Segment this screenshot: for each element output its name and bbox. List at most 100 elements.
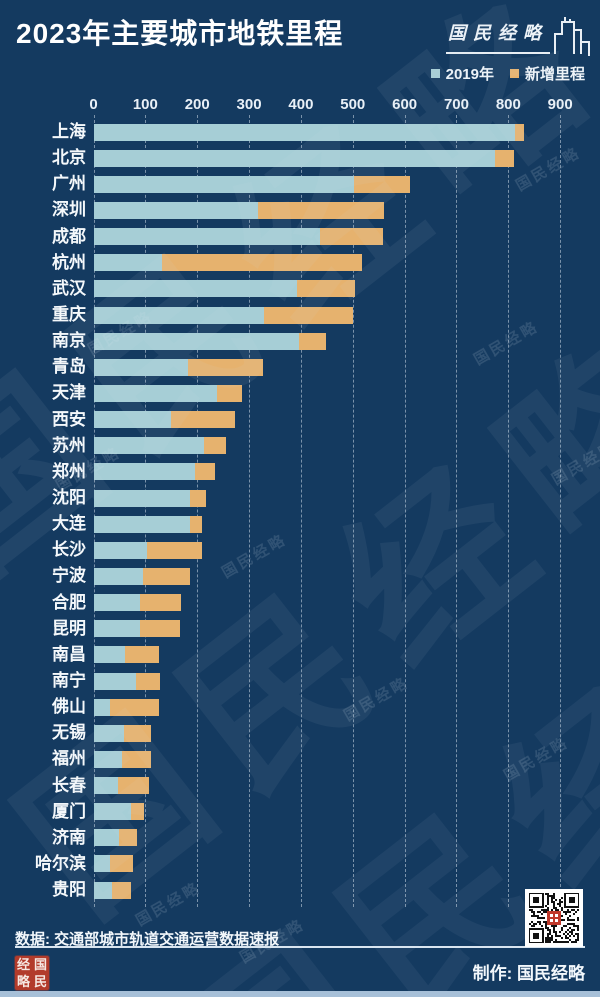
bar-row: 福州 (0, 746, 600, 772)
bar-track (93, 175, 411, 193)
bar-2019-segment (93, 123, 515, 141)
bar-track (93, 672, 160, 690)
gridline-800 (508, 115, 510, 907)
bar-2019-segment (93, 829, 120, 847)
bar-row: 武汉 (0, 276, 600, 302)
bar-row: 贵阳 (0, 877, 600, 903)
bar-track (93, 594, 182, 612)
city-label: 福州 (52, 749, 86, 769)
bar-added-segment (146, 541, 202, 559)
city-label: 大连 (52, 514, 86, 534)
city-label: 济南 (52, 827, 86, 847)
bar-row: 南昌 (0, 642, 600, 668)
bar-added-segment (130, 803, 145, 821)
gridline-300 (249, 115, 251, 907)
city-label: 贵阳 (52, 880, 86, 900)
bar-track (93, 855, 134, 873)
city-label: 青岛 (52, 357, 86, 377)
bar-track (93, 384, 242, 402)
axis-tick-label: 900 (547, 96, 573, 113)
bar-row: 南宁 (0, 668, 600, 694)
bar-2019-segment (93, 750, 123, 768)
bar-2019-segment (93, 175, 355, 193)
bar-track (93, 724, 152, 742)
page-title: 2023年主要城市地铁里程 (16, 18, 344, 49)
bar-row: 宁波 (0, 563, 600, 589)
bar-added-segment (319, 228, 383, 246)
gridline-0 (93, 115, 95, 907)
axis-tick-label: 400 (288, 96, 314, 113)
city-label: 西安 (52, 409, 86, 429)
bar-2019-segment (93, 306, 265, 324)
bar-row: 佛山 (0, 694, 600, 720)
bar-track (93, 567, 190, 585)
bar-row: 无锡 (0, 720, 600, 746)
bar-added-segment (298, 332, 327, 350)
bar-2019-segment (93, 541, 147, 559)
gridline-200 (197, 115, 199, 907)
bar-added-segment (139, 594, 182, 612)
bar-track (93, 332, 327, 350)
bar-track (93, 358, 263, 376)
brand-logo-text: 国民经略 (446, 17, 550, 54)
city-label: 佛山 (52, 697, 86, 717)
bar-added-segment (119, 829, 137, 847)
bar-added-segment (354, 175, 411, 193)
bar-row: 成都 (0, 224, 600, 250)
bar-row: 厦门 (0, 799, 600, 825)
bar-track (93, 646, 160, 664)
bar-added-segment (258, 201, 384, 219)
bar-added-segment (109, 698, 159, 716)
bar-row: 天津 (0, 380, 600, 406)
bar-2019-segment (93, 646, 125, 664)
axis-tick-label: 200 (184, 96, 210, 113)
bar-row: 广州 (0, 171, 600, 197)
bar-added-segment (124, 646, 160, 664)
gridline-700 (456, 115, 458, 907)
bar-row: 北京 (0, 145, 600, 171)
bar-row: 苏州 (0, 433, 600, 459)
bar-track (93, 437, 226, 455)
city-label: 郑州 (52, 461, 86, 481)
city-label: 合肥 (52, 592, 86, 612)
bar-2019-segment (93, 698, 110, 716)
axis-tick-label: 500 (340, 96, 366, 113)
bar-added-segment (111, 881, 132, 899)
legend: 2019年 新增里程 (430, 63, 585, 84)
bar-2019-segment (93, 724, 124, 742)
axis-tick-label: 600 (392, 96, 418, 113)
bar-added-segment (122, 750, 152, 768)
city-label: 上海 (52, 122, 86, 141)
city-label: 南昌 (52, 644, 86, 664)
skyline-icon (554, 17, 590, 56)
bar-added-segment (264, 306, 354, 324)
bar-row: 沈阳 (0, 485, 600, 511)
bar-track (93, 541, 202, 559)
city-label: 长春 (52, 775, 86, 795)
city-label: 深圳 (52, 200, 86, 220)
city-label: 成都 (52, 226, 86, 246)
city-label: 无锡 (52, 723, 86, 743)
legend-label-added: 新增里程 (524, 66, 585, 83)
bar-track (93, 306, 354, 324)
bar-2019-segment (93, 803, 131, 821)
bar-track (93, 803, 145, 821)
bar-2019-segment (93, 228, 320, 246)
legend-label-2019: 2019年 (445, 66, 494, 83)
city-label: 南京 (52, 331, 86, 351)
bar-track (93, 829, 137, 847)
city-label: 厦门 (52, 801, 86, 821)
city-label: 长沙 (52, 540, 86, 560)
bar-2019-segment (93, 567, 144, 585)
bar-track (93, 149, 514, 167)
bar-2019-segment (93, 280, 297, 298)
bar-track (93, 698, 159, 716)
bar-row: 杭州 (0, 250, 600, 276)
bar-row: 合肥 (0, 590, 600, 616)
bar-added-segment (161, 254, 362, 272)
bar-row: 南京 (0, 328, 600, 354)
city-label: 北京 (52, 148, 86, 168)
bar-added-segment (495, 149, 514, 167)
bar-track (93, 881, 132, 899)
bar-2019-segment (93, 620, 140, 638)
